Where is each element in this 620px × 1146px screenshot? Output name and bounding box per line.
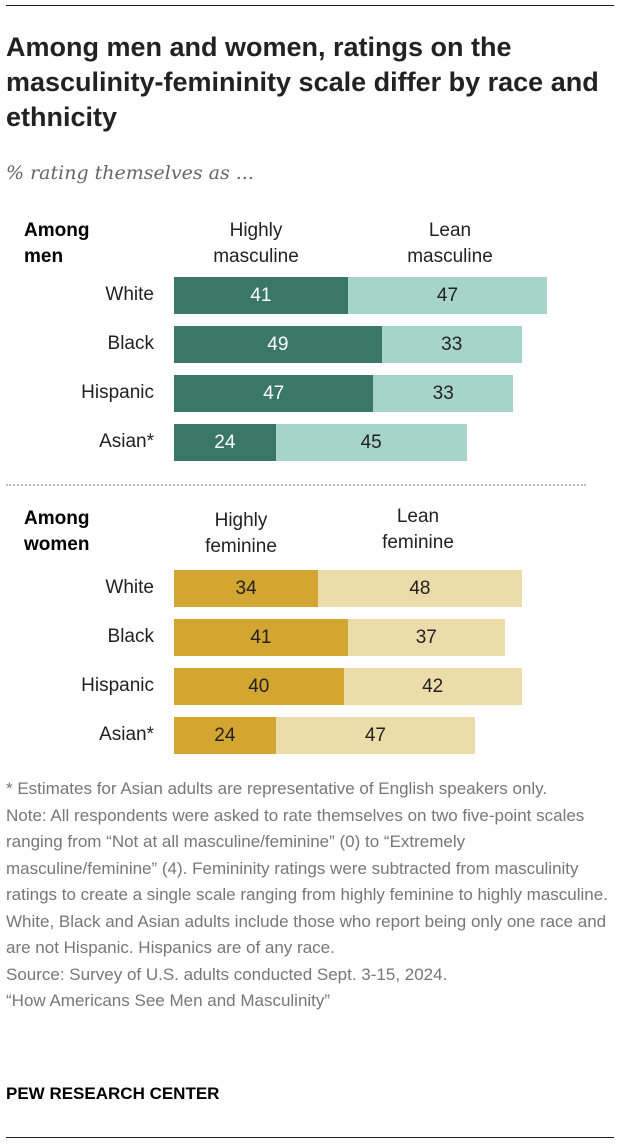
bar-highly: 34 bbox=[174, 570, 319, 607]
data-label: 37 bbox=[415, 626, 437, 648]
row-label: Asian* bbox=[99, 431, 154, 452]
report-title: “How Americans See Men and Masculinity” bbox=[6, 991, 331, 1010]
data-label: 41 bbox=[250, 626, 272, 648]
bar-highly: 41 bbox=[174, 277, 348, 314]
top-rule bbox=[6, 5, 614, 6]
section-divider bbox=[6, 484, 586, 486]
data-label: 47 bbox=[436, 284, 459, 306]
bar-lean: 33 bbox=[373, 375, 514, 412]
bar-lean: 33 bbox=[381, 326, 522, 363]
bar-highly: 24 bbox=[174, 717, 276, 754]
row-label: Black bbox=[107, 333, 154, 354]
bar-highly: 49 bbox=[174, 326, 382, 363]
data-label: 33 bbox=[432, 382, 454, 404]
row-label: Asian* bbox=[99, 724, 154, 745]
bar-lean: 48 bbox=[318, 570, 522, 607]
bar-lean: 37 bbox=[347, 619, 505, 656]
data-label: 42 bbox=[422, 675, 444, 697]
footnote-asian: * Estimates for Asian adults are represe… bbox=[6, 779, 548, 798]
data-label: 24 bbox=[214, 724, 236, 746]
legend-highly-feminine: Highly feminine bbox=[205, 510, 277, 557]
row-label: Hispanic bbox=[81, 382, 154, 403]
bar-highly: 24 bbox=[174, 424, 276, 461]
legend-lean-masculine: Lean masculine bbox=[407, 220, 493, 267]
source-note: Source: Survey of U.S. adults conducted … bbox=[6, 964, 448, 984]
row-label: Hispanic bbox=[81, 675, 154, 696]
data-label: 45 bbox=[360, 431, 382, 453]
data-label: 40 bbox=[248, 675, 270, 697]
row-label: White bbox=[105, 577, 154, 598]
bottom-rule bbox=[6, 1137, 614, 1138]
bar-highly: 47 bbox=[174, 375, 374, 412]
brand-logo: PEW RESEARCH CENTER bbox=[6, 1084, 220, 1103]
legend-lean-feminine: Lean feminine bbox=[382, 506, 454, 553]
methodology-note: Note: All respondents were asked to rate… bbox=[6, 805, 608, 958]
data-label: 34 bbox=[235, 577, 257, 599]
row-label: White bbox=[105, 284, 154, 305]
chart-subtitle: % rating themselves as ... bbox=[6, 162, 254, 184]
bar-highly: 41 bbox=[174, 619, 348, 656]
bar-lean: 45 bbox=[275, 424, 467, 461]
data-label: 24 bbox=[214, 431, 236, 453]
data-label: 41 bbox=[250, 284, 272, 306]
legend-highly-masculine: Highly masculine bbox=[213, 220, 299, 267]
group-label-women: Among women bbox=[24, 508, 90, 555]
bar-lean: 42 bbox=[343, 668, 522, 705]
row-label: Black bbox=[107, 626, 154, 647]
group-label-men: Among men bbox=[24, 220, 90, 267]
data-label: 47 bbox=[364, 724, 386, 746]
notes: * Estimates for Asian adults are represe… bbox=[6, 776, 612, 1015]
chart-title: Among men and women, ratings on the masc… bbox=[6, 32, 599, 132]
data-label: 47 bbox=[263, 382, 285, 404]
data-label: 33 bbox=[441, 333, 463, 355]
bar-lean: 47 bbox=[347, 277, 548, 314]
bar-lean: 47 bbox=[275, 717, 476, 754]
data-label: 49 bbox=[267, 333, 289, 355]
data-label: 48 bbox=[409, 577, 431, 599]
bar-highly: 40 bbox=[174, 668, 344, 705]
